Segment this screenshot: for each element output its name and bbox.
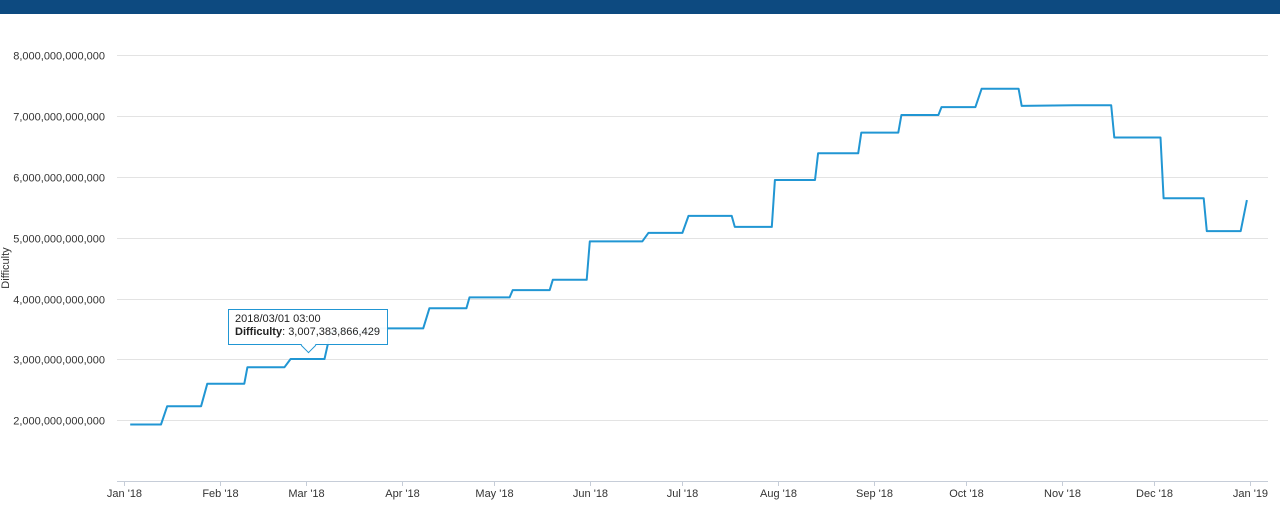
- x-tick-label: Aug '18: [760, 488, 797, 500]
- difficulty-series-line: [130, 87, 1248, 426]
- x-axis: Jan '18 Feb '18 Mar '18 Apr '18 May '18 Jun '…: [107, 481, 1268, 500]
- x-tick-label: Dec '18: [1136, 488, 1173, 500]
- y-axis-ticks: 2,000,000,000,000 3,000,000,000,000 4,000,…: [13, 51, 105, 428]
- x-tick-label: Oct '18: [949, 488, 984, 500]
- tooltip-date: 2018/03/01 03:00: [235, 313, 321, 325]
- y-tick-label: 6,000,000,000,000: [13, 173, 105, 185]
- x-tick-label: Sep '18: [856, 488, 893, 500]
- y-tick-label: 3,000,000,000,000: [13, 355, 105, 367]
- header-bar: [0, 0, 1280, 14]
- y-tick-label: 8,000,000,000,000: [13, 51, 105, 63]
- x-tick-label: Jan '18: [107, 488, 142, 500]
- y-axis-title: Difficulty: [0, 247, 12, 289]
- tooltip-value-line: Difficulty: 3,007,383,866,429: [235, 326, 380, 338]
- x-tick-label: May '18: [475, 488, 513, 500]
- x-tick-label: Jan '19: [1233, 488, 1268, 500]
- x-tick-label: Jul '18: [667, 488, 698, 500]
- x-tick-label: Nov '18: [1044, 488, 1081, 500]
- y-tick-label: 2,000,000,000,000: [13, 416, 105, 428]
- y-tick-label: 5,000,000,000,000: [13, 234, 105, 246]
- tooltip-label: Difficulty: [235, 326, 283, 338]
- x-tick-label: Feb '18: [202, 488, 238, 500]
- grid-lines: [117, 55, 1268, 421]
- tooltip-value: 3,007,383,866,429: [288, 326, 380, 338]
- y-tick-label: 4,000,000,000,000: [13, 295, 105, 307]
- x-tick-label: Mar '18: [288, 488, 324, 500]
- data-tooltip: 2018/03/01 03:00 Difficulty: 3,007,383,8…: [228, 309, 388, 354]
- x-tick-label: Apr '18: [385, 488, 420, 500]
- y-tick-label: 7,000,000,000,000: [13, 112, 105, 124]
- series-group: [130, 87, 1248, 426]
- x-tick-label: Jun '18: [573, 488, 608, 500]
